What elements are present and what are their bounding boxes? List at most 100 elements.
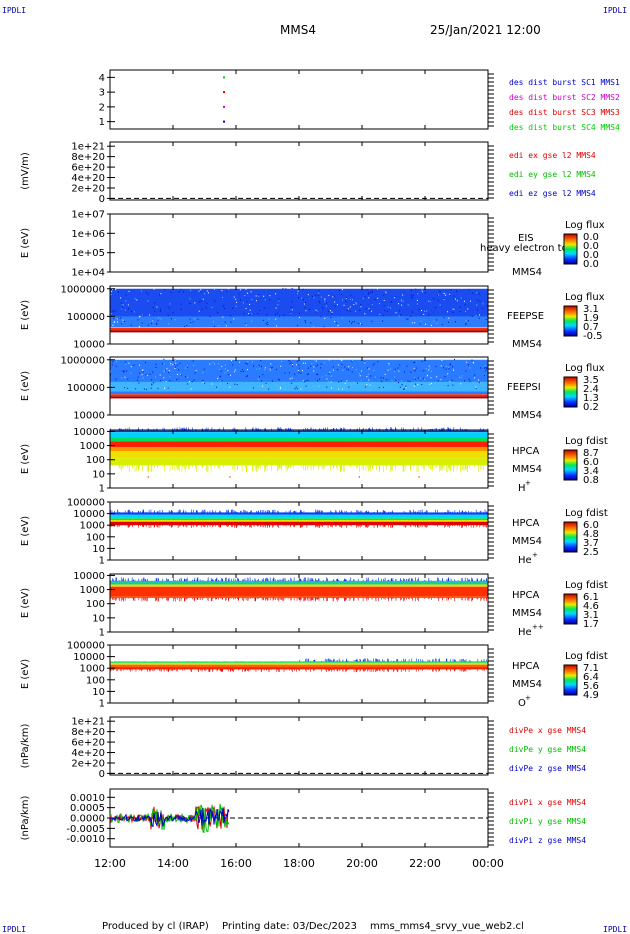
spectrogram-cell — [244, 659, 246, 662]
spectrogram-cell — [112, 659, 114, 662]
spectrogram-cell — [216, 669, 218, 671]
spectrogram-band — [110, 596, 488, 599]
spectrogram-cell — [203, 368, 205, 370]
spectrogram-cell — [147, 293, 149, 295]
spectrogram-cell — [180, 577, 182, 582]
spectrogram-cell — [219, 368, 221, 370]
spectrogram-cell — [116, 659, 118, 662]
spectrogram-cell — [345, 297, 347, 299]
spectrogram-cell — [141, 322, 143, 324]
spectrogram-cell — [349, 465, 350, 467]
spectrogram-cell — [183, 465, 185, 467]
spectrogram-cell — [378, 669, 380, 671]
spectrogram-cell — [312, 465, 314, 470]
spectrogram-cell — [259, 375, 261, 378]
spectrogram-cell — [469, 367, 471, 369]
spectrogram-cell — [283, 524, 285, 527]
spectrogram-cell — [225, 577, 226, 582]
spectrogram-cell — [469, 597, 470, 599]
spectrogram-cell — [236, 524, 237, 528]
spectrogram-cell — [412, 294, 414, 296]
spectrogram-cell — [294, 373, 296, 375]
spectrogram-cell — [164, 465, 166, 473]
spectrogram-cell — [282, 287, 284, 289]
spectrogram-cell — [291, 365, 293, 367]
spectrogram-cell — [414, 378, 416, 380]
spectrogram-cell — [323, 597, 324, 601]
spectrogram-cell — [464, 465, 466, 471]
data-point — [223, 120, 226, 123]
spectrogram-cell — [202, 379, 204, 382]
spectrogram-cell — [305, 380, 307, 382]
spectrogram-cell — [272, 380, 273, 382]
spectrogram-cell — [318, 385, 320, 387]
spectrogram-cell — [212, 660, 213, 662]
spectrogram-cell — [122, 430, 123, 431]
spectrogram-cell — [253, 669, 255, 671]
spectrogram-cell — [355, 303, 357, 305]
spectrogram-cell — [433, 297, 434, 299]
spectrogram-cell — [370, 465, 371, 472]
spectrogram-cell — [481, 307, 483, 309]
spectrogram-cell — [164, 465, 165, 467]
spectrogram-cell — [309, 597, 311, 602]
spectrogram-cell — [112, 597, 113, 600]
spectrogram-cell — [227, 288, 229, 290]
spectrogram-cell — [244, 597, 246, 599]
y-tick-label: -0.0005 — [66, 824, 105, 835]
spectrogram-cell — [114, 321, 116, 323]
spectrogram-cell — [184, 669, 185, 671]
spectrogram-cell — [449, 511, 451, 513]
spectrogram-cell — [457, 597, 459, 599]
spectrogram-cell — [168, 669, 169, 670]
spectrogram-cell — [379, 465, 381, 470]
spectrogram-cell — [180, 303, 182, 305]
spectrogram-cell — [121, 303, 123, 305]
spectrogram-cell — [310, 597, 312, 600]
spectrogram-cell — [293, 524, 295, 527]
spectrogram-cell — [219, 375, 221, 377]
spectrogram-cell — [198, 659, 199, 662]
spectrogram-cell — [463, 465, 465, 471]
spectrogram-cell — [255, 465, 257, 472]
spectrogram-band — [110, 514, 488, 519]
spectrogram-cell — [329, 660, 330, 662]
spectrogram-cell — [181, 597, 182, 600]
spectrogram-cell — [227, 659, 229, 662]
spectrogram-cell — [277, 658, 278, 662]
y-tick-label: 10000 — [73, 571, 105, 582]
y-tick-label: 10 — [92, 469, 105, 480]
spectrogram-cell — [289, 361, 291, 363]
spectrogram-cell — [434, 509, 436, 513]
spectrogram-cell — [427, 300, 429, 302]
panel-divpi: -0.0010-0.00050.00000.00050.0010(nPa/km)… — [20, 788, 586, 848]
spectrogram-cell — [272, 524, 273, 528]
spectrogram-cell — [217, 312, 219, 314]
spectrogram-cell — [465, 322, 467, 325]
spectrogram-cell — [246, 430, 247, 431]
spectrogram-cell — [157, 597, 159, 602]
spectrogram-cell — [449, 430, 450, 431]
spectrogram-cell — [228, 597, 230, 600]
spectrogram-cell — [264, 430, 266, 432]
spectrogram-cell — [300, 510, 302, 513]
spectrogram-cell — [468, 597, 470, 601]
spectrogram-cell — [296, 580, 298, 582]
spectrogram-cell — [121, 307, 123, 309]
spectrogram-cell — [242, 302, 244, 304]
spectrogram-cell — [425, 511, 427, 513]
spectrogram-cell — [440, 465, 441, 471]
spectrogram-cell — [413, 362, 415, 364]
spectrogram-cell — [319, 524, 321, 527]
spectrogram-cell — [163, 363, 165, 365]
spectrogram-cell — [417, 293, 419, 295]
spectrogram-cell — [295, 524, 297, 526]
spectrogram-cell — [203, 580, 205, 582]
spectrogram-cell — [147, 465, 149, 473]
spectrogram-cell — [384, 373, 386, 376]
y-tick-label: 1000 — [80, 521, 105, 532]
spectrogram-cell — [185, 510, 187, 513]
spectrogram-cell — [192, 579, 193, 582]
spectrogram-cell — [305, 597, 306, 601]
